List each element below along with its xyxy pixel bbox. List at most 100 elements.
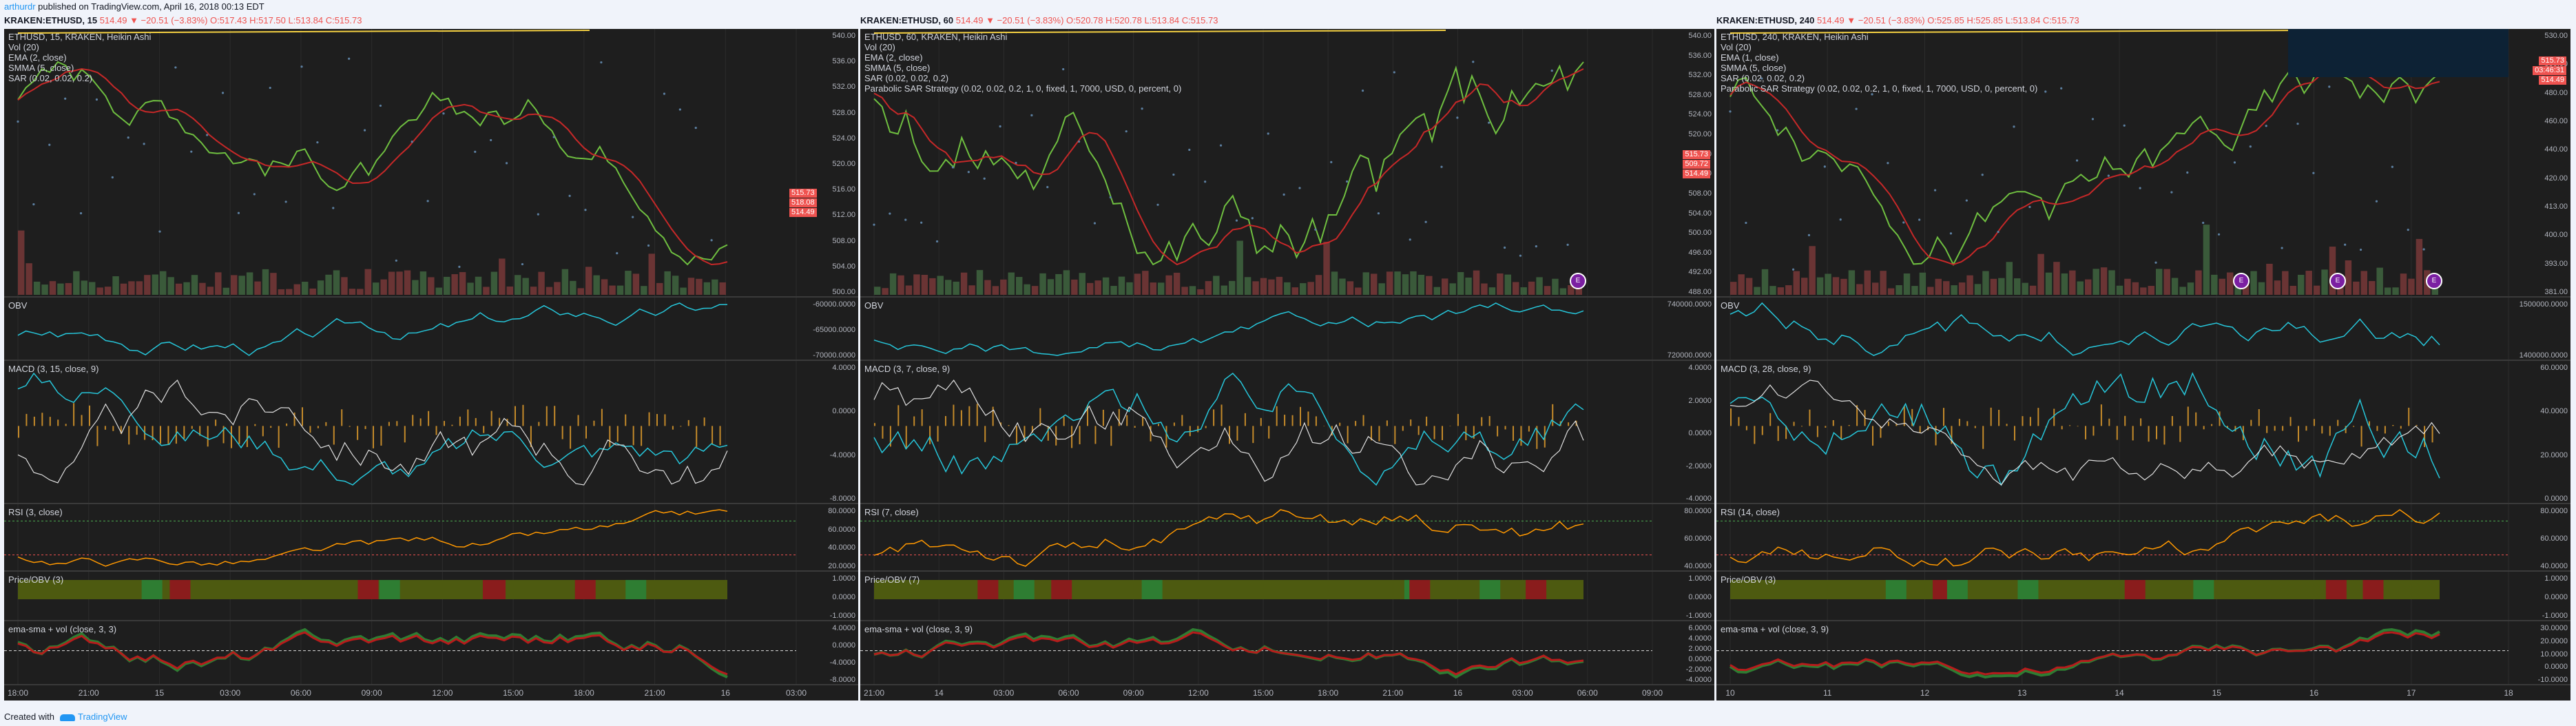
- pane-macd[interactable]: [860, 361, 1714, 504]
- event-badge-icon[interactable]: E: [2426, 273, 2442, 289]
- macd-hist-bar: [601, 408, 603, 426]
- macd-hist-bar: [1094, 426, 1097, 444]
- time-tick: 12:00: [432, 688, 453, 698]
- pane-pobv[interactable]: [4, 572, 858, 621]
- price-axis-tick: 40.0000: [2540, 407, 2568, 416]
- main-legend-label[interactable]: SMMA (5, close): [864, 63, 931, 73]
- price-axis-tick: 413.00: [2544, 203, 2568, 211]
- sar-dot: [1251, 217, 1254, 220]
- pane-obv[interactable]: [860, 298, 1714, 361]
- macd-hist-bar: [459, 416, 461, 426]
- time-axis[interactable]: 10 11 12 13 14 15 16 17 18: [1716, 685, 2570, 701]
- volume-bar: [585, 267, 592, 295]
- pane-pobv[interactable]: [1716, 572, 2570, 621]
- pane-pobv[interactable]: [860, 572, 1714, 621]
- volume-bar: [921, 275, 928, 295]
- pane-main[interactable]: [1716, 29, 2570, 298]
- main-legend-label[interactable]: ETHUSD, 240, KRAKEN, Heikin Ashi: [1721, 32, 1869, 42]
- time-tick: 09:00: [361, 688, 382, 698]
- macd-hist-bar: [112, 426, 114, 431]
- macd-legend-label[interactable]: MACD (3, 7, close, 9): [864, 364, 951, 374]
- obv-legend-label[interactable]: OBV: [1721, 300, 1740, 311]
- emasma-legend-label[interactable]: ema-sma + vol (close, 3, 3): [8, 624, 117, 634]
- price-axis-tick: 488.00: [1688, 288, 1712, 296]
- time-axis[interactable]: 18:00 21:00 15 03:00 06:00 09:00 12:00 15:00 18:…: [4, 685, 858, 701]
- pane-obv[interactable]: [4, 298, 858, 361]
- pane-macd[interactable]: [1716, 361, 2570, 504]
- pane-emasma[interactable]: [1716, 621, 2570, 685]
- sar-dot: [379, 104, 382, 107]
- price-axis-tick: 60.0000: [2540, 364, 2568, 372]
- main-legend-label[interactable]: Parabolic SAR Strategy (0.02, 0.02, 0.2,…: [864, 83, 1182, 94]
- macd-hist-bar: [1552, 404, 1554, 426]
- pane-main[interactable]: [4, 29, 858, 298]
- pobv-legend-label[interactable]: Price/OBV (3): [8, 574, 64, 585]
- chart-canvas: [1716, 29, 2509, 685]
- main-legend-label[interactable]: SAR (0.02, 0.02, 0.2): [864, 73, 949, 83]
- price-axis-tick: 4.0000: [1688, 634, 1712, 643]
- pane-rsi[interactable]: [1716, 504, 2570, 572]
- volume-bar: [2219, 278, 2225, 295]
- event-badge-icon[interactable]: E: [1570, 273, 1586, 289]
- main-legend-label[interactable]: Vol (20): [864, 42, 895, 52]
- main-legend-label[interactable]: Parabolic SAR Strategy (0.02, 0.02, 0.2,…: [1721, 83, 2038, 94]
- pane-macd[interactable]: [4, 361, 858, 504]
- volume-bar: [2156, 269, 2163, 295]
- emasma-legend-label[interactable]: ema-sma + vol (close, 3, 9): [1721, 624, 1829, 634]
- main-legend-label[interactable]: SMMA (5, close): [1721, 63, 1787, 73]
- pane-rsi[interactable]: [4, 504, 858, 572]
- author-link[interactable]: arthurdr: [4, 1, 36, 12]
- obv-legend-label[interactable]: OBV: [864, 300, 884, 311]
- pane-main[interactable]: [860, 29, 1714, 298]
- symbol-name[interactable]: KRAKEN:ETHUSD, 60: [860, 15, 954, 25]
- pane-obv[interactable]: [1716, 298, 2570, 361]
- pane-emasma[interactable]: [860, 621, 1714, 685]
- macd-legend-label[interactable]: MACD (3, 28, close, 9): [1721, 364, 1811, 374]
- rsi-legend-label[interactable]: RSI (14, close): [1721, 507, 1780, 517]
- rsi-legend-label[interactable]: RSI (7, close): [864, 507, 919, 517]
- rsi-legend-label[interactable]: RSI (3, close): [8, 507, 63, 517]
- event-badge-icon[interactable]: E: [2329, 273, 2346, 289]
- ema-sma-band-red: [17, 631, 728, 676]
- event-badge-icon[interactable]: E: [2233, 273, 2250, 289]
- footer-brand[interactable]: TradingView: [77, 712, 127, 722]
- chart-panel-0[interactable]: ETHUSD, 15, KRAKEN, Heikin Ashi Vol (20) E…: [4, 29, 858, 701]
- chart-panel-2[interactable]: E E E ETHUSD, 240, KRAKEN, Heikin Ashi Vol (…: [1716, 29, 2570, 701]
- main-legend-label[interactable]: ETHUSD, 15, KRAKEN, Heikin Ashi: [8, 32, 152, 42]
- main-legend-label[interactable]: SMMA (5, close): [8, 63, 74, 73]
- pane-emasma[interactable]: [4, 621, 858, 685]
- macd-hist-bar: [2408, 407, 2410, 426]
- pane-rsi[interactable]: [860, 504, 1714, 572]
- symbol-name[interactable]: KRAKEN:ETHUSD, 240: [1716, 15, 1815, 25]
- main-legend-label[interactable]: EMA (1, close): [1721, 52, 1779, 63]
- pobv-legend-label[interactable]: Price/OBV (7): [864, 574, 920, 585]
- main-legend-label[interactable]: Vol (20): [1721, 42, 1752, 52]
- macd-hist-bar: [2006, 424, 2008, 426]
- main-legend-label[interactable]: EMA (2, close): [8, 52, 67, 63]
- volume-bar: [1410, 271, 1417, 295]
- macd-hist-bar: [905, 426, 907, 449]
- time-axis[interactable]: 21:00 14 03:00 06:00 09:00 12:00 15:00 18:00 21:…: [860, 685, 1714, 701]
- main-legend-label[interactable]: ETHUSD, 60, KRAKEN, Heikin Ashi: [864, 32, 1008, 42]
- main-legend-label[interactable]: Vol (20): [8, 42, 39, 52]
- volume-bar: [1473, 270, 1480, 295]
- main-legend-label[interactable]: SAR (0.02, 0.02, 0.2): [8, 73, 93, 83]
- obv-line: [17, 302, 728, 356]
- volume-bar: [293, 284, 300, 295]
- time-tick: 03:00: [785, 688, 807, 698]
- sar-dot: [221, 92, 225, 94]
- volume-bar: [1331, 271, 1338, 295]
- chart-panel-1[interactable]: E ETHUSD, 60, KRAKEN, Heikin Ashi Vol (20)…: [860, 29, 1714, 701]
- obv-legend-label[interactable]: OBV: [8, 300, 28, 311]
- emasma-legend-label[interactable]: ema-sma + vol (close, 3, 9): [864, 624, 973, 634]
- symbol-name[interactable]: KRAKEN:ETHUSD, 15: [4, 15, 98, 25]
- macd-hist-bar: [215, 419, 217, 426]
- main-legend-label[interactable]: EMA (2, close): [864, 52, 923, 63]
- sar-dot: [1424, 220, 1427, 223]
- macd-legend-label[interactable]: MACD (3, 15, close, 9): [8, 364, 99, 374]
- pobv-legend-label[interactable]: Price/OBV (3): [1721, 574, 1776, 585]
- main-legend-label[interactable]: SAR (0.02, 0.02, 0.2): [1721, 73, 1805, 83]
- sar-dot: [1361, 89, 1364, 92]
- macd-hist-bar: [2140, 418, 2142, 426]
- price-axis-tick: 30.0000: [2540, 624, 2568, 632]
